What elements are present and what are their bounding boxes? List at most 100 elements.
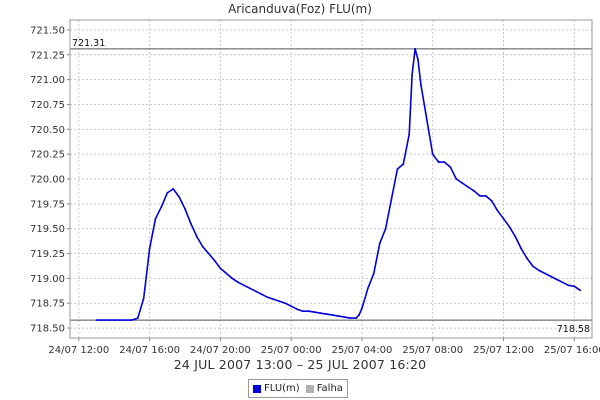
data-point: [142, 297, 145, 300]
data-point: [172, 188, 175, 190]
data-point: [567, 284, 570, 287]
reference-line-label: 721.31: [72, 38, 105, 49]
chart-title: Aricanduva(Foz) FLU(m): [228, 2, 372, 16]
data-point: [225, 272, 228, 275]
data-point: [473, 190, 475, 192]
data-point: [154, 217, 157, 220]
y-tick-label: 721.25: [30, 50, 65, 61]
x-tick-label: 25/07 00:00: [261, 345, 322, 356]
x-axis-title: 24 JUL 2007 13:00 – 25 JUL 2007 16:20: [173, 357, 427, 372]
data-point: [490, 200, 493, 202]
data-point: [325, 313, 328, 315]
data-point: [526, 257, 528, 260]
y-tick-label: 721.50: [30, 25, 65, 36]
data-point: [417, 58, 419, 61]
legend-item-flu: FLU(m): [253, 383, 300, 394]
legend-swatch-falha: [305, 384, 314, 393]
data-point: [160, 205, 163, 208]
data-point: [502, 217, 505, 220]
x-tick-label: 24/07 16:00: [119, 345, 180, 356]
legend-label-falha: Falha: [316, 383, 343, 394]
data-point: [249, 287, 251, 290]
data-point: [367, 287, 369, 290]
data-point: [479, 195, 481, 197]
data-point: [414, 47, 416, 50]
data-point: [467, 186, 469, 188]
legend-item-falha: Falha: [305, 383, 343, 394]
data-point: [254, 290, 257, 293]
data-point: [272, 298, 275, 301]
data-point: [231, 277, 234, 280]
data-point: [396, 168, 399, 171]
data-point: [361, 307, 363, 310]
x-tick-label: 24/07 12:00: [48, 345, 109, 356]
data-point: [178, 196, 181, 198]
data-point: [201, 245, 204, 248]
data-point: [561, 281, 564, 284]
data-point: [184, 207, 186, 210]
data-point: [555, 278, 558, 281]
x-tick-label: 25/07 16:00: [544, 345, 600, 356]
data-point: [425, 118, 428, 121]
data-point: [461, 182, 464, 184]
y-tick-label: 720.50: [30, 125, 65, 136]
data-point: [576, 287, 579, 290]
data-point: [431, 153, 434, 156]
data-point: [148, 247, 151, 250]
x-tick-label: 25/07 04:00: [332, 345, 393, 356]
data-point: [243, 284, 245, 287]
data-point: [296, 308, 298, 311]
data-point: [455, 178, 458, 180]
y-tick-label: 718.75: [30, 299, 65, 310]
data-point: [411, 73, 413, 76]
data-point: [538, 269, 540, 272]
plot-border: [69, 19, 593, 339]
data-point: [349, 317, 352, 319]
data-point: [543, 272, 546, 275]
data-point: [219, 267, 222, 270]
data-point: [443, 161, 446, 164]
y-tick-label: 721.00: [30, 75, 65, 86]
data-point: [579, 289, 582, 292]
y-tick-label: 720.25: [30, 150, 65, 161]
legend: FLU(m) Falha: [248, 379, 348, 398]
data-point: [195, 235, 198, 238]
data-point: [290, 305, 293, 308]
data-point: [372, 272, 375, 275]
data-point: [308, 310, 310, 313]
data-point: [278, 300, 281, 303]
data-point: [378, 242, 381, 245]
y-tick-label: 718.50: [30, 324, 65, 335]
data-point: [384, 227, 387, 230]
data-point: [260, 293, 263, 296]
x-tick-label: 25/07 12:00: [473, 345, 534, 356]
data-point: [313, 311, 316, 314]
data-point: [408, 133, 411, 136]
data-point: [213, 259, 216, 262]
y-tick-label: 720.75: [30, 100, 65, 111]
data-point: [484, 195, 487, 197]
data-point: [358, 314, 360, 316]
y-tick-label: 719.25: [30, 249, 65, 260]
data-point: [331, 314, 334, 316]
y-tick-label: 720.00: [30, 175, 65, 186]
data-point: [508, 225, 511, 228]
data-point: [131, 319, 133, 321]
data-point: [573, 285, 576, 288]
data-point: [343, 316, 346, 318]
data-point: [136, 317, 139, 319]
x-tick-label: 24/07 20:00: [190, 345, 251, 356]
data-point: [449, 166, 452, 169]
data-point: [319, 312, 322, 315]
data-point: [284, 302, 287, 305]
data-point: [266, 296, 269, 299]
x-tick-label: 25/07 08:00: [402, 345, 463, 356]
data-point: [520, 247, 523, 250]
data-point: [549, 275, 552, 278]
data-point: [355, 317, 357, 319]
data-point: [237, 281, 240, 284]
legend-label-flu: FLU(m): [264, 383, 300, 394]
data-point: [420, 83, 422, 86]
data-point: [437, 161, 440, 164]
